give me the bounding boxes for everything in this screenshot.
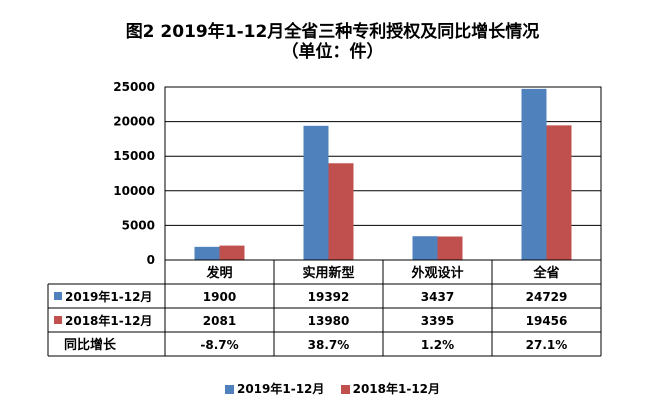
table-value: 3395 <box>421 314 454 328</box>
category-label: 实用新型 <box>302 265 354 281</box>
legend-label-2018: 2018年1-12月 <box>352 382 441 396</box>
table-value: 2081 <box>203 314 236 328</box>
bar <box>437 236 463 260</box>
y-tick-label: 20000 <box>113 115 155 129</box>
bar <box>412 236 438 260</box>
table-value: 24729 <box>526 290 568 304</box>
table-growth-value: 27.1% <box>526 338 568 352</box>
table-legend-key <box>54 292 62 300</box>
category-label: 发明 <box>205 265 232 281</box>
legend: 2019年1-12月 2018年1-12月 <box>0 380 665 397</box>
category-label: 外观设计 <box>410 265 463 281</box>
y-tick-label: 15000 <box>113 149 155 163</box>
table-value: 19392 <box>308 290 350 304</box>
table-value: 19456 <box>526 314 568 328</box>
table-value: 1900 <box>203 290 236 304</box>
table-value: 13980 <box>308 314 350 328</box>
bar <box>328 163 354 260</box>
legend-swatch-2018 <box>340 385 350 394</box>
table-growth-value: -8.7% <box>200 338 238 352</box>
table-legend-key <box>54 316 62 324</box>
table-series-label: 2019年1-12月 <box>65 289 152 304</box>
y-tick-label: 10000 <box>113 184 155 198</box>
y-tick-label: 0 <box>147 253 155 267</box>
bar <box>546 125 572 261</box>
table-growth-value: 38.7% <box>308 338 350 352</box>
bar <box>219 245 245 260</box>
legend-swatch-2019 <box>224 385 234 394</box>
y-tick-label: 25000 <box>113 80 155 94</box>
bar <box>194 246 220 260</box>
table-value: 3437 <box>421 290 454 304</box>
chart-subtitle: （单位：件） <box>281 42 384 62</box>
y-tick-label: 5000 <box>122 218 155 232</box>
bar <box>303 125 329 260</box>
chart-title: 图2 2019年1-12月全省三种专利授权及同比增长情况 <box>125 22 540 42</box>
table-growth-value: 1.2% <box>421 338 454 352</box>
bar <box>521 88 547 260</box>
category-label: 全省 <box>532 265 559 281</box>
table-series-label: 2018年1-12月 <box>65 313 152 328</box>
legend-label-2019: 2019年1-12月 <box>236 382 325 396</box>
legend-item-2019: 2019年1-12月 <box>224 380 325 397</box>
legend-item-2018: 2018年1-12月 <box>340 380 441 397</box>
table-growth-label: 同比增长 <box>64 337 117 353</box>
